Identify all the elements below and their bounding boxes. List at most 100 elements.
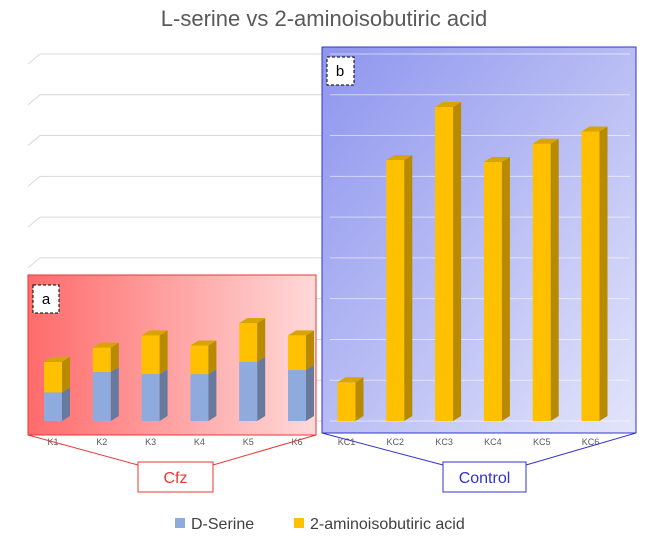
legend-label-d-serine: D-Serine [191, 516, 254, 533]
bar-k2-aminoisobutiric-top [92, 342, 119, 348]
legend-swatch-aminoisobutiric [294, 518, 304, 528]
bar-k5-aminoisobutiric [239, 318, 266, 362]
bar-kc3-aminoisobutiric-front [435, 107, 454, 421]
bar-kc6-aminoisobutiric [581, 126, 608, 421]
bar-k3-aminoisobutiric-top [141, 330, 168, 336]
bar-k5-aminoisobutiric-side [257, 318, 266, 362]
gridline-depth [27, 135, 41, 146]
bar-kc3-aminoisobutiric-side [453, 102, 462, 421]
bar-k2-aminoisobutiric-front [92, 347, 111, 373]
bar-k6-d-serine-front [288, 370, 306, 421]
panel-a-letter: a [42, 291, 51, 308]
bar-kc5-aminoisobutiric-front [532, 143, 551, 421]
bar-kc2-aminoisobutiric-top [386, 155, 413, 161]
x-tick-label-kc1: KC1 [338, 437, 356, 447]
bar-k4-aminoisobutiric [190, 340, 217, 375]
panel-b-letter-box: b [326, 56, 355, 86]
x-tick-label-kc5: KC5 [533, 437, 551, 447]
bar-kc1-aminoisobutiric-side [355, 377, 364, 421]
bar-k6-aminoisobutiric-front [288, 335, 306, 371]
bar-k6-aminoisobutiric-side [306, 330, 314, 371]
bar-kc6-aminoisobutiric-side [599, 126, 608, 421]
x-tick-label-k5: K5 [243, 437, 254, 447]
bar-k5-d-serine-side [257, 356, 266, 421]
bar-k2-d-serine [92, 367, 119, 421]
bar-kc3-aminoisobutiric-top [435, 102, 462, 108]
bar-kc4-aminoisobutiric-side [501, 157, 510, 422]
bar-k5-aminoisobutiric-front [239, 323, 258, 362]
bar-kc6-aminoisobutiric-top [581, 126, 608, 132]
x-tick-label-kc3: KC3 [435, 437, 453, 447]
bar-k3-d-serine-side [159, 369, 168, 421]
bar-k2-d-serine-side [110, 367, 119, 421]
bar-k6-aminoisobutiric [288, 330, 314, 371]
group-label-cfz: Cfz [164, 470, 188, 487]
x-tick-label-kc2: KC2 [387, 437, 405, 447]
x-tick-label-kc4: KC4 [484, 437, 502, 447]
bar-k4-d-serine-side [208, 369, 217, 421]
bar-k2-aminoisobutiric-side [110, 342, 119, 373]
bar-k3-aminoisobutiric-front [141, 335, 160, 375]
gridline-depth [27, 94, 41, 106]
x-tick-labels: K1 K2 K3 K4 K5 K6 KC1 KC2 KC3 KC4 KC5 KC6 [47, 437, 599, 447]
bar-k4-aminoisobutiric-side [208, 340, 217, 375]
gridline-depth [27, 257, 41, 269]
bars [44, 102, 608, 422]
bar-kc6-aminoisobutiric-front [581, 131, 600, 421]
bar-kc1-aminoisobutiric-front [337, 382, 356, 421]
bar-k1-aminoisobutiric [44, 356, 70, 393]
grid-lines-overlay [330, 53, 630, 422]
panel-b-letter: b [336, 63, 344, 80]
gridline-depth [27, 216, 41, 228]
bar-k1-d-serine-side [62, 387, 70, 421]
bar-kc4-aminoisobutiric-front [483, 162, 502, 422]
panel-a-letter-box: a [32, 284, 60, 314]
group-label-control: Control [459, 470, 511, 487]
x-tick-label-kc6: KC6 [582, 437, 600, 447]
group-bracket-control: Control [321, 432, 637, 493]
bar-k1-d-serine [44, 387, 70, 421]
bar-kc5-aminoisobutiric [532, 138, 559, 421]
bar-k3-aminoisobutiric-side [159, 330, 168, 375]
bar-k2-aminoisobutiric [92, 342, 119, 373]
bar-kc1-aminoisobutiric-top [337, 377, 364, 383]
bar-k5-aminoisobutiric-top [239, 318, 266, 324]
bar-k1-aminoisobutiric-side [62, 356, 70, 393]
bar-k6-d-serine-side [306, 365, 314, 421]
bar-k3-d-serine [141, 369, 168, 421]
bar-k1-aminoisobutiric-top [44, 356, 70, 362]
bar-kc1-aminoisobutiric [337, 377, 364, 421]
bar-k1-d-serine-front [44, 392, 62, 421]
bar-k4-aminoisobutiric-top [190, 340, 217, 346]
gridline-depth [27, 53, 41, 65]
bar-k6-aminoisobutiric-top [288, 330, 314, 336]
legend-swatch-d-serine [175, 518, 185, 528]
bar-kc2-aminoisobutiric-front [386, 160, 405, 421]
legend: D-Serine 2-aminoisobutiric acid [175, 516, 465, 533]
bar-kc2-aminoisobutiric-side [404, 155, 413, 421]
bar-k1-aminoisobutiric-front [44, 361, 62, 393]
bar-k5-d-serine [239, 356, 266, 421]
bar-kc4-aminoisobutiric [483, 157, 510, 422]
bar-kc4-aminoisobutiric-top [483, 157, 510, 163]
bar-kc3-aminoisobutiric [435, 102, 462, 421]
bar-kc5-aminoisobutiric-top [532, 138, 559, 144]
bar-k6-d-serine [288, 365, 314, 421]
bar-k5-d-serine-front [239, 361, 258, 421]
x-tick-label-k4: K4 [194, 437, 205, 447]
bar-k3-d-serine-front [141, 374, 160, 421]
bar-kc2-aminoisobutiric [386, 155, 413, 421]
x-tick-label-k2: K2 [96, 437, 107, 447]
gridline-depth [27, 175, 41, 187]
bar-k4-d-serine-front [190, 374, 209, 421]
chart-title: L-serine vs 2-aminoisobutiric acid [161, 6, 487, 31]
group-bracket-cfz: Cfz [27, 434, 317, 493]
legend-label-aminoisobutiric: 2-aminoisobutiric acid [310, 516, 465, 533]
bar-kc5-aminoisobutiric-side [550, 138, 559, 421]
bar-k4-d-serine [190, 369, 217, 421]
x-tick-label-k6: K6 [291, 437, 302, 447]
bar-k4-aminoisobutiric-front [190, 345, 209, 375]
bar-k3-aminoisobutiric [141, 330, 168, 375]
x-tick-label-k3: K3 [145, 437, 156, 447]
